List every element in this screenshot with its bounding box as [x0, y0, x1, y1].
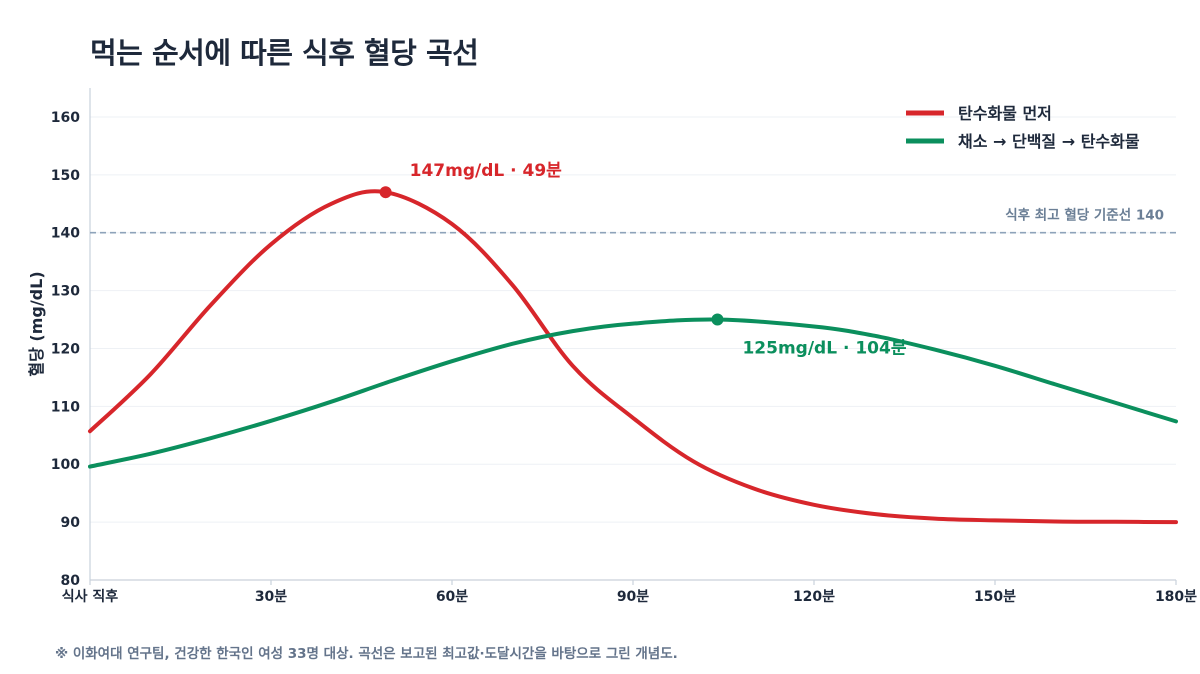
peak-marker-1	[379, 186, 392, 199]
x-tick-label: 120분	[793, 589, 835, 605]
x-tick-label: 식사 직후	[62, 588, 119, 605]
tick-labels: 80 90 100 110 120 130 140 150 160 식사 직후 30분 60분 90분 1…	[27, 110, 1197, 605]
peak-label-1: 147mg/dL · 49분	[410, 161, 563, 181]
series-lines	[88, 189, 1178, 525]
peak-marker-2	[711, 313, 724, 326]
axes	[89, 88, 1177, 585]
y-tick-label: 150	[51, 168, 80, 184]
x-tick-label: 30분	[255, 589, 287, 605]
peak-label-2: 125mg/dL · 104분	[742, 339, 906, 359]
y-tick-label: 130	[51, 284, 80, 300]
chart-title: 먹는 순서에 따른 식후 혈당 곡선	[90, 36, 479, 70]
series-line-1	[88, 189, 1178, 525]
y-tick-label: 80	[61, 573, 81, 589]
y-tick-label: 140	[51, 226, 80, 242]
y-axis-label: 혈당 (mg/dL)	[27, 271, 46, 376]
x-tick-label: 60분	[436, 589, 468, 605]
annotations: 147mg/dL · 49분 125mg/dL · 104분	[379, 161, 907, 359]
x-tick-label: 150분	[974, 589, 1016, 605]
x-tick-label: 180분	[1155, 589, 1197, 605]
legend-label-1: 탄수화물 먼저	[958, 104, 1052, 123]
footnote: ※ 이화여대 연구팀, 건강한 한국인 여성 33명 대상. 곡선은 보고된 최…	[55, 646, 678, 662]
y-tick-label: 160	[51, 110, 80, 126]
grid-lines	[90, 116, 1176, 523]
y-tick-label: 90	[61, 515, 81, 531]
x-tick-label: 90분	[617, 589, 649, 605]
reference-line-label: 식후 최고 혈당 기준선 140	[1005, 207, 1164, 224]
series-line-2	[88, 317, 1178, 469]
y-tick-label: 110	[51, 399, 80, 415]
y-tick-label: 120	[51, 341, 80, 357]
reference-line-group: 식후 최고 혈당 기준선 140	[90, 207, 1176, 234]
y-tick-label: 100	[51, 457, 80, 473]
legend-label-2: 채소 → 단백질 → 탄수화물	[958, 132, 1140, 151]
